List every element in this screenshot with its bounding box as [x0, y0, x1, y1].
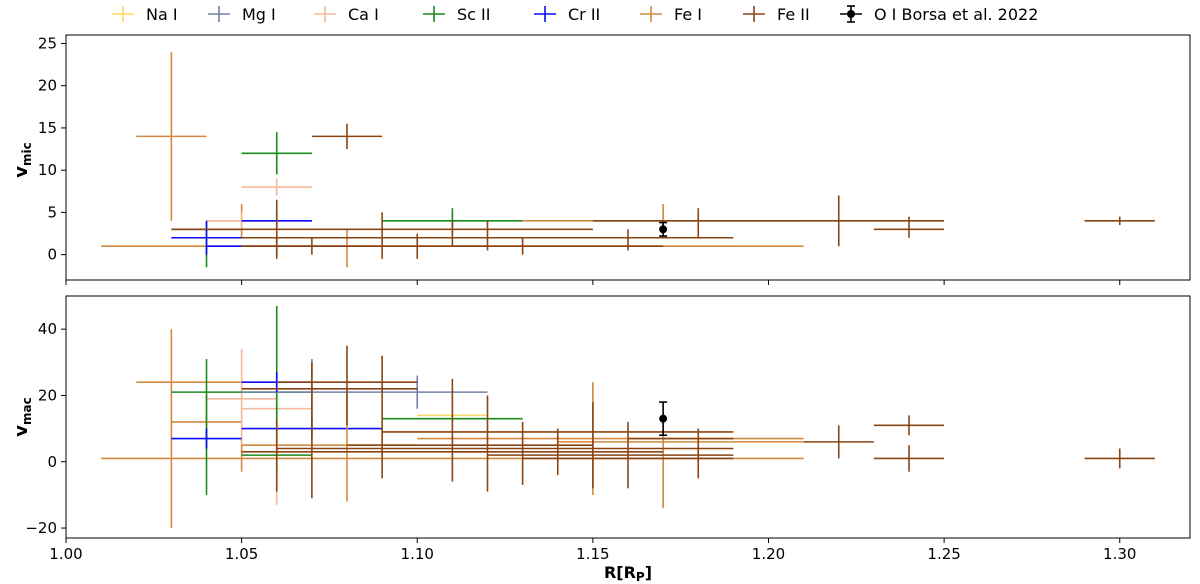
x-axis-label: R[RP]	[604, 563, 652, 584]
errorbar-mg-i	[347, 375, 488, 409]
errorbar-fe-ii	[347, 378, 593, 482]
xtick-label: 1.05	[225, 545, 258, 563]
errorbar-fe-ii	[487, 428, 734, 476]
ytick-label: 0	[47, 453, 57, 471]
errorbar-fe-ii	[803, 425, 874, 459]
errorbar-fe-ii	[276, 345, 418, 426]
legend-item-fe-i: Fe I	[640, 5, 702, 24]
panel-vmac: −20 0 20 40 1.00 1.05 1.10 1.15 1.20 1.25 1.30 vma…	[11, 295, 1191, 563]
errorbar-fe-ii	[276, 355, 558, 479]
legend-item-ca-i: Ca I	[314, 5, 379, 24]
xtick-label: 1.20	[752, 545, 785, 563]
errorbar-ca-i	[241, 178, 312, 196]
legend-label: Na I	[146, 5, 178, 24]
panel-vmic-frame	[65, 34, 1191, 281]
xtick-label: 1.00	[49, 545, 82, 563]
panel-vmic: 0 5 10 15 20 25 vmic	[11, 34, 1191, 285]
xtick-label: 1.25	[927, 545, 960, 563]
ytick-label: 10	[38, 161, 57, 179]
panel-vmac-ylabel: vmac	[11, 397, 34, 436]
errorbar-fe-ii	[522, 229, 734, 251]
legend-item-cr-ii: Cr II	[534, 5, 600, 24]
errorbar-fe-ii	[241, 212, 558, 259]
errorbar-fe-ii	[452, 237, 664, 255]
errorbar-fe-ii	[873, 445, 945, 472]
errorbar-ca-i	[206, 349, 277, 446]
errorbar-fe-ii	[628, 428, 734, 479]
legend-label: Cr II	[568, 5, 600, 24]
xtick-label: 1.10	[401, 545, 434, 563]
legend-dot	[847, 10, 855, 18]
legend-item-o-i-borsa-et-al-2022: O I Borsa et al. 2022	[840, 5, 1038, 24]
legend-label: Ca I	[348, 5, 379, 24]
legend-label: Fe II	[777, 5, 810, 24]
errorbar-fe-ii	[382, 220, 628, 247]
errorbar-fe-ii	[873, 216, 945, 238]
errorbar-sc-ii	[241, 132, 312, 175]
ytick-label: 0	[47, 246, 57, 264]
legend-label: Mg I	[242, 5, 276, 24]
errorbar-fe-ii	[803, 195, 945, 247]
errorbar-fe-i	[136, 329, 242, 529]
errorbar-fe-i	[417, 382, 804, 495]
legend-item-sc-ii: Sc II	[423, 5, 490, 24]
errorbar-o-i-borsa-et-al-2022	[659, 221, 668, 237]
xtick-label: 1.30	[1103, 545, 1136, 563]
panel-vmic-ylabel: vmic	[11, 142, 34, 177]
errorbar-cr-ii	[171, 428, 242, 449]
errorbar-mg-i	[241, 358, 347, 422]
ytick-label: 15	[38, 119, 57, 137]
legend-item-mg-i: Mg I	[208, 5, 276, 24]
errorbar-fe-ii	[592, 208, 804, 238]
errorbar-fe-ii	[1084, 216, 1155, 226]
errorbar-o-i-borsa-et-al-2022	[659, 401, 668, 437]
ytick-label: 20	[38, 386, 57, 404]
ytick-label: 40	[38, 320, 57, 338]
errorbar-sc-ii	[171, 358, 242, 495]
ytick-label: 25	[38, 34, 57, 52]
data-point	[659, 414, 668, 423]
legend-item-na-i: Na I	[112, 5, 178, 24]
ytick-label: −20	[25, 519, 57, 537]
ytick-label: 20	[38, 77, 57, 95]
errorbar-fe-ii	[241, 362, 418, 499]
panel-vmac-frame	[65, 295, 1191, 539]
errorbar-cr-ii	[171, 220, 242, 255]
xtick-label: 1.15	[576, 545, 609, 563]
errorbar-fe-ii	[241, 418, 488, 492]
errorbar-fe-ii	[311, 123, 383, 150]
errorbar-fe-ii	[557, 421, 734, 489]
errorbar-fe-ii	[873, 415, 945, 436]
legend-item-fe-ii: Fe II	[743, 5, 810, 24]
errorbar-fe-i	[136, 51, 207, 221]
errorbar-fe-ii	[1084, 448, 1155, 469]
legend-label: Fe I	[674, 5, 702, 24]
legend: Na I Mg I Ca I Sc II Cr II Fe I Fe II O I Borsa…	[112, 5, 1038, 24]
ytick-label: 5	[47, 203, 57, 221]
errorbar-fe-i	[557, 428, 804, 509]
legend-label: Sc II	[457, 5, 490, 24]
legend-label: O I Borsa et al. 2022	[874, 5, 1038, 24]
data-point	[659, 225, 668, 234]
